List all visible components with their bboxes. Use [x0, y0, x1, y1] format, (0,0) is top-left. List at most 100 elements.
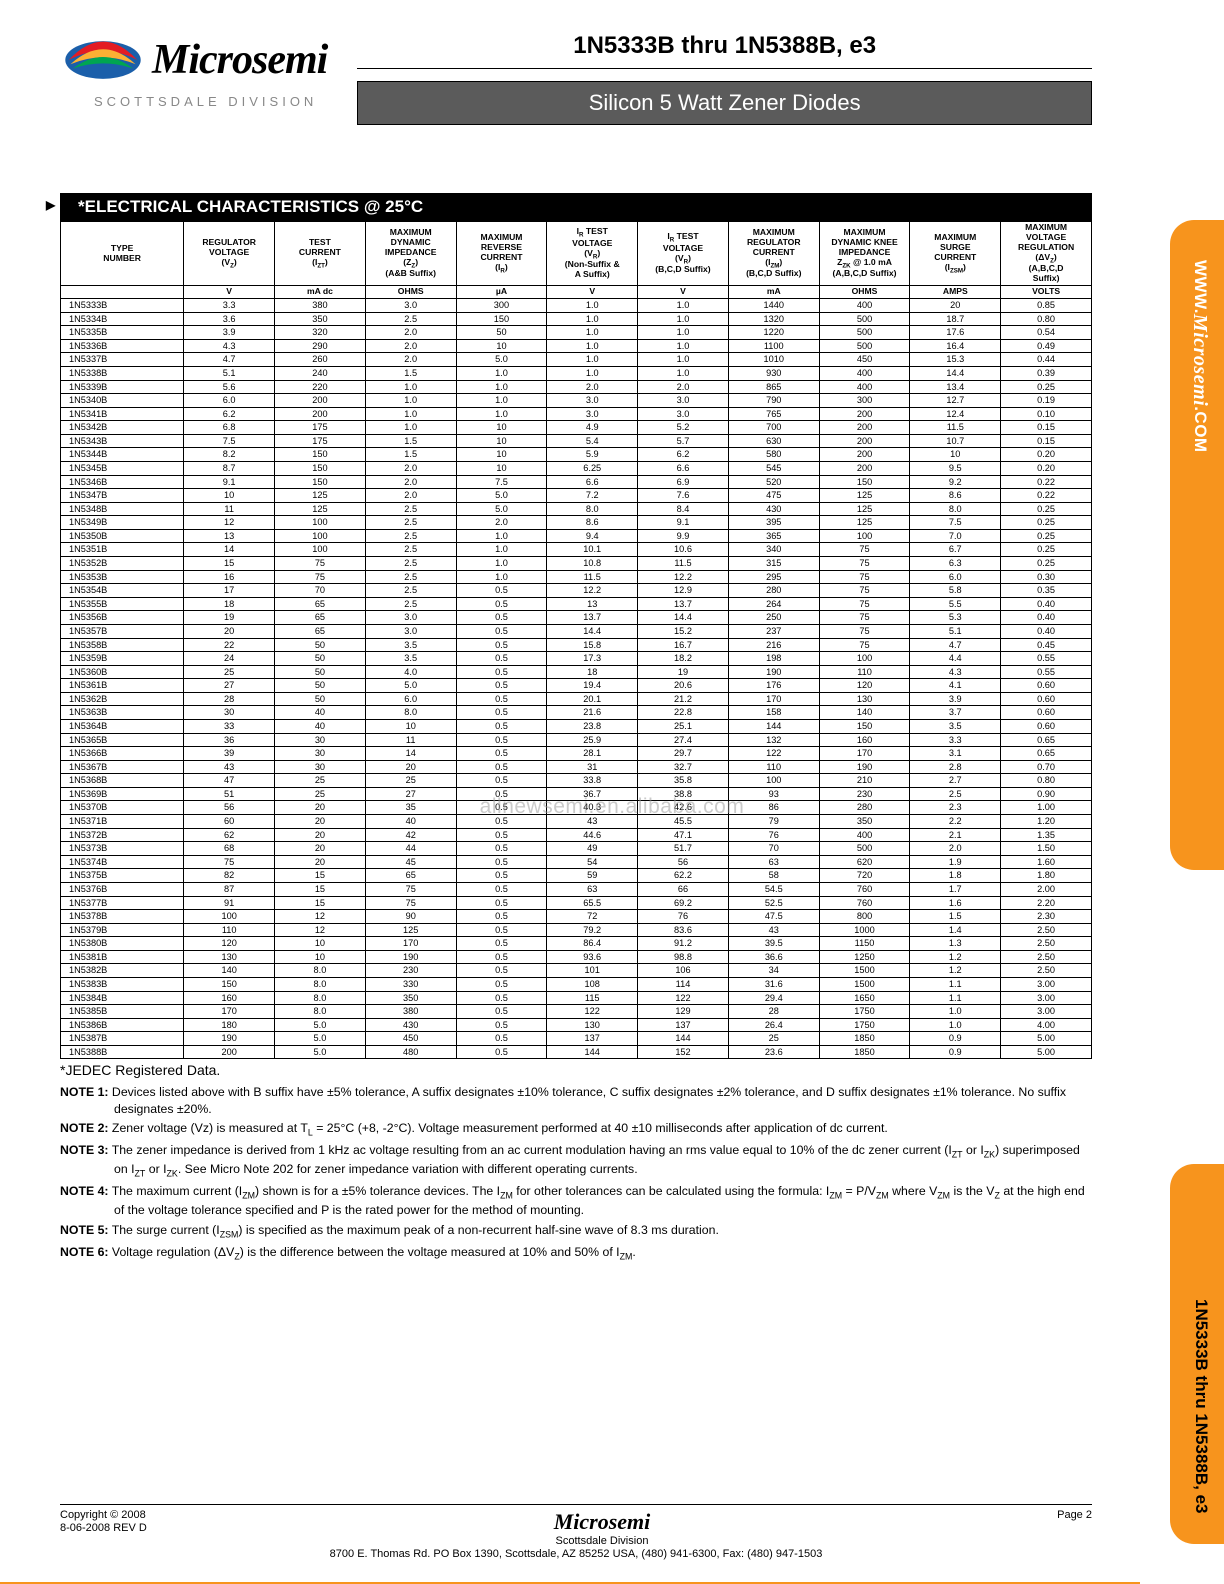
- table-row: 1N5388B2005.04800.514415223.618500.95.00: [61, 1045, 1092, 1059]
- table-row: 1N5377B9115750.565.569.252.57601.62.20: [61, 896, 1092, 910]
- table-row: 1N5344B8.21501.5105.96.2580200100.20: [61, 448, 1092, 462]
- table-row: 1N5366B3930140.528.129.71221703.10.65: [61, 747, 1092, 761]
- unit-header: V: [184, 286, 275, 299]
- table-row: 1N5334B3.63502.51501.01.0132050018.70.80: [61, 312, 1092, 326]
- table-row: 1N5345B8.71502.0106.256.65452009.50.20: [61, 462, 1092, 476]
- table-row: 1N5375B8215650.55962.2587201.81.80: [61, 869, 1092, 883]
- page-number: Page 2: [1057, 1509, 1092, 1521]
- section-header: *ELECTRICAL CHARACTERISTICS @ 25°C: [60, 193, 1092, 221]
- table-row: 1N5369B5125270.536.738.8932302.50.90: [61, 787, 1092, 801]
- table-row: 1N5370B5620350.540.342.6862802.31.00: [61, 801, 1092, 815]
- unit-header: [61, 286, 184, 299]
- column-header: MAXIMUMSURGECURRENT(IZSM): [910, 222, 1001, 286]
- table-row: 1N5363B30408.00.521.622.81581403.70.60: [61, 706, 1092, 720]
- column-header: IR TESTVOLTAGE(VR)(Non-Suffix &A Suffix): [547, 222, 638, 286]
- table-row: 1N5351B141002.51.010.110.6340756.70.25: [61, 543, 1092, 557]
- table-row: 1N5380B120101700.586.491.239.511501.32.5…: [61, 937, 1092, 951]
- table-row: 1N5368B4725250.533.835.81002102.70.80: [61, 774, 1092, 788]
- note: NOTE 2: Zener voltage (Vz) is measured a…: [60, 1120, 1092, 1139]
- part-title: 1N5333B thru 1N5388B, e3: [357, 30, 1092, 69]
- table-row: 1N5386B1805.04300.513013726.417501.04.00: [61, 1018, 1092, 1032]
- table-row: 1N5335B3.93202.0501.01.0122050017.60.54: [61, 326, 1092, 340]
- unit-header: VOLTS: [1001, 286, 1092, 299]
- unit-header: mA dc: [275, 286, 366, 299]
- unit-header: mA: [728, 286, 819, 299]
- table-row: 1N5350B131002.51.09.49.93651007.00.25: [61, 529, 1092, 543]
- section-title-text: *ELECTRICAL CHARACTERISTICS @ 25°C: [78, 197, 423, 216]
- division-text: SCOTTSDALE DIVISION: [60, 94, 327, 109]
- title-wrap: 1N5333B thru 1N5388B, e3 Silicon 5 Watt …: [357, 30, 1092, 125]
- table-row: 1N5333B3.33803.03001.01.01440400200.85: [61, 299, 1092, 313]
- table-row: 1N5342B6.81751.0104.95.270020011.50.15: [61, 421, 1092, 435]
- table-row: 1N5379B110121250.579.283.64310001.42.50: [61, 923, 1092, 937]
- table-row: 1N5359B24503.50.517.318.21981004.40.55: [61, 652, 1092, 666]
- note: NOTE 5: The surge current (IZSM) is spec…: [60, 1222, 1092, 1241]
- logo-swirl-icon: [60, 30, 146, 90]
- table-row: 1N5360B25504.00.518191901104.30.55: [61, 665, 1092, 679]
- table-row: 1N5381B130101900.593.698.836.612501.22.5…: [61, 950, 1092, 964]
- unit-header: OHMS: [365, 286, 456, 299]
- table-row: 1N5348B111252.55.08.08.44301258.00.25: [61, 502, 1092, 516]
- header: Microsemi SCOTTSDALE DIVISION 1N5333B th…: [60, 30, 1092, 125]
- table-row: 1N5338B5.12401.51.01.01.093040014.40.39: [61, 366, 1092, 380]
- note: NOTE 1: Devices listed above with B suff…: [60, 1084, 1092, 1116]
- notes-block: NOTE 1: Devices listed above with B suff…: [60, 1084, 1092, 1263]
- column-header: TYPENUMBER: [61, 222, 184, 286]
- column-header: MAXIMUMDYNAMIC KNEEIMPEDANCEZZK @ 1.0 mA…: [819, 222, 910, 286]
- column-header: MAXIMUMREGULATORCURRENT(IZM)(B,C,D Suffi…: [728, 222, 819, 286]
- table-row: 1N5362B28506.00.520.121.21701303.90.60: [61, 692, 1092, 706]
- table-row: 1N5341B6.22001.01.03.03.076520012.40.10: [61, 407, 1092, 421]
- column-header: MAXIMUMREVERSECURRENT(IR): [456, 222, 547, 286]
- footer-brand: Microsemi: [554, 1509, 651, 1535]
- table-row: 1N5387B1905.04500.51371442518500.95.00: [61, 1032, 1092, 1046]
- product-description: Silicon 5 Watt Zener Diodes: [357, 81, 1092, 125]
- table-row: 1N5343B7.51751.5105.45.763020010.70.15: [61, 434, 1092, 448]
- note: NOTE 3: The zener impedance is derived f…: [60, 1142, 1092, 1180]
- table-row: 1N5337B4.72602.05.01.01.0101045015.30.44: [61, 353, 1092, 367]
- column-header: IR TESTVOLTAGE(VR)(B,C,D Suffix): [638, 222, 729, 286]
- table-row: 1N5378B10012900.5727647.58001.52.30: [61, 910, 1092, 924]
- sidebar-part: 1N5333B thru 1N5388B, e3: [1193, 1299, 1210, 1514]
- footer: Copyright © 2008 8-06-2008 REV D Microse…: [60, 1504, 1092, 1560]
- table-row: 1N5352B15752.51.010.811.5315756.30.25: [61, 557, 1092, 571]
- copyright: Copyright © 2008: [60, 1509, 146, 1521]
- table-row: 1N5349B121002.52.08.69.13951257.50.25: [61, 516, 1092, 530]
- table-row: 1N5355B18652.50.51313.7264755.50.40: [61, 597, 1092, 611]
- note: NOTE 4: The maximum current (IZM) shown …: [60, 1183, 1092, 1218]
- table-row: 1N5367B4330200.53132.71101902.80.70: [61, 760, 1092, 774]
- unit-header: µA: [456, 286, 547, 299]
- table-row: 1N5346B9.11502.07.56.66.95201509.20.22: [61, 475, 1092, 489]
- table-row: 1N5364B3340100.523.825.11441503.50.60: [61, 720, 1092, 734]
- note: NOTE 6: Voltage regulation (ΔVZ) is the …: [60, 1244, 1092, 1263]
- column-header: MAXIMUMVOLTAGEREGULATION(ΔVZ)(A,B,C,DSuf…: [1001, 222, 1092, 286]
- table-row: 1N5382B1408.02300.51011063415001.22.50: [61, 964, 1092, 978]
- unit-header: V: [547, 286, 638, 299]
- unit-header: V: [638, 286, 729, 299]
- column-header: TESTCURRENT(IZT): [275, 222, 366, 286]
- unit-header: AMPS: [910, 286, 1001, 299]
- table-row: 1N5383B1508.03300.510811431.615001.13.00: [61, 977, 1092, 991]
- table-row: 1N5347B101252.05.07.27.64751258.60.22: [61, 489, 1092, 503]
- table-row: 1N5372B6220420.544.647.1764002.11.35: [61, 828, 1092, 842]
- table-row: 1N5385B1708.03800.51221292817501.03.00: [61, 1005, 1092, 1019]
- table-row: 1N5353B16752.51.011.512.2295756.00.30: [61, 570, 1092, 584]
- footer-address: 8700 E. Thomas Rd. PO Box 1390, Scottsda…: [60, 1548, 1092, 1560]
- table-row: 1N5373B6820440.54951.7705002.01.50: [61, 842, 1092, 856]
- jedec-note: *JEDEC Registered Data.: [60, 1062, 1092, 1078]
- table-row: 1N5354B17702.50.512.212.9280755.80.35: [61, 584, 1092, 598]
- table-row: 1N5361B27505.00.519.420.61761204.10.60: [61, 679, 1092, 693]
- table-row: 1N5357B20653.00.514.415.2237755.10.40: [61, 624, 1092, 638]
- table-row: 1N5371B6020400.54345.5793502.21.20: [61, 815, 1092, 829]
- column-header: MAXIMUMDYNAMICIMPEDANCE(ZZ)(A&B Suffix): [365, 222, 456, 286]
- table-row: 1N5365B3630110.525.927.41321603.30.65: [61, 733, 1092, 747]
- logo-brand-text: Microsemi: [152, 36, 327, 84]
- unit-header: OHMS: [819, 286, 910, 299]
- electrical-characteristics-table: TYPENUMBERREGULATORVOLTAGE(VZ)TESTCURREN…: [60, 221, 1092, 1059]
- footer-division: Scottsdale Division: [554, 1535, 651, 1547]
- sidebar-url: WWW.Microsemi.COM: [1190, 260, 1210, 453]
- table-row: 1N5376B8715750.5636654.57601.72.00: [61, 882, 1092, 896]
- table-row: 1N5336B4.32902.0101.01.0110050016.40.49: [61, 339, 1092, 353]
- table-row: 1N5384B1608.03500.511512229.416501.13.00: [61, 991, 1092, 1005]
- table-row: 1N5339B5.62201.01.02.02.086540013.40.25: [61, 380, 1092, 394]
- table-row: 1N5356B19653.00.513.714.4250755.30.40: [61, 611, 1092, 625]
